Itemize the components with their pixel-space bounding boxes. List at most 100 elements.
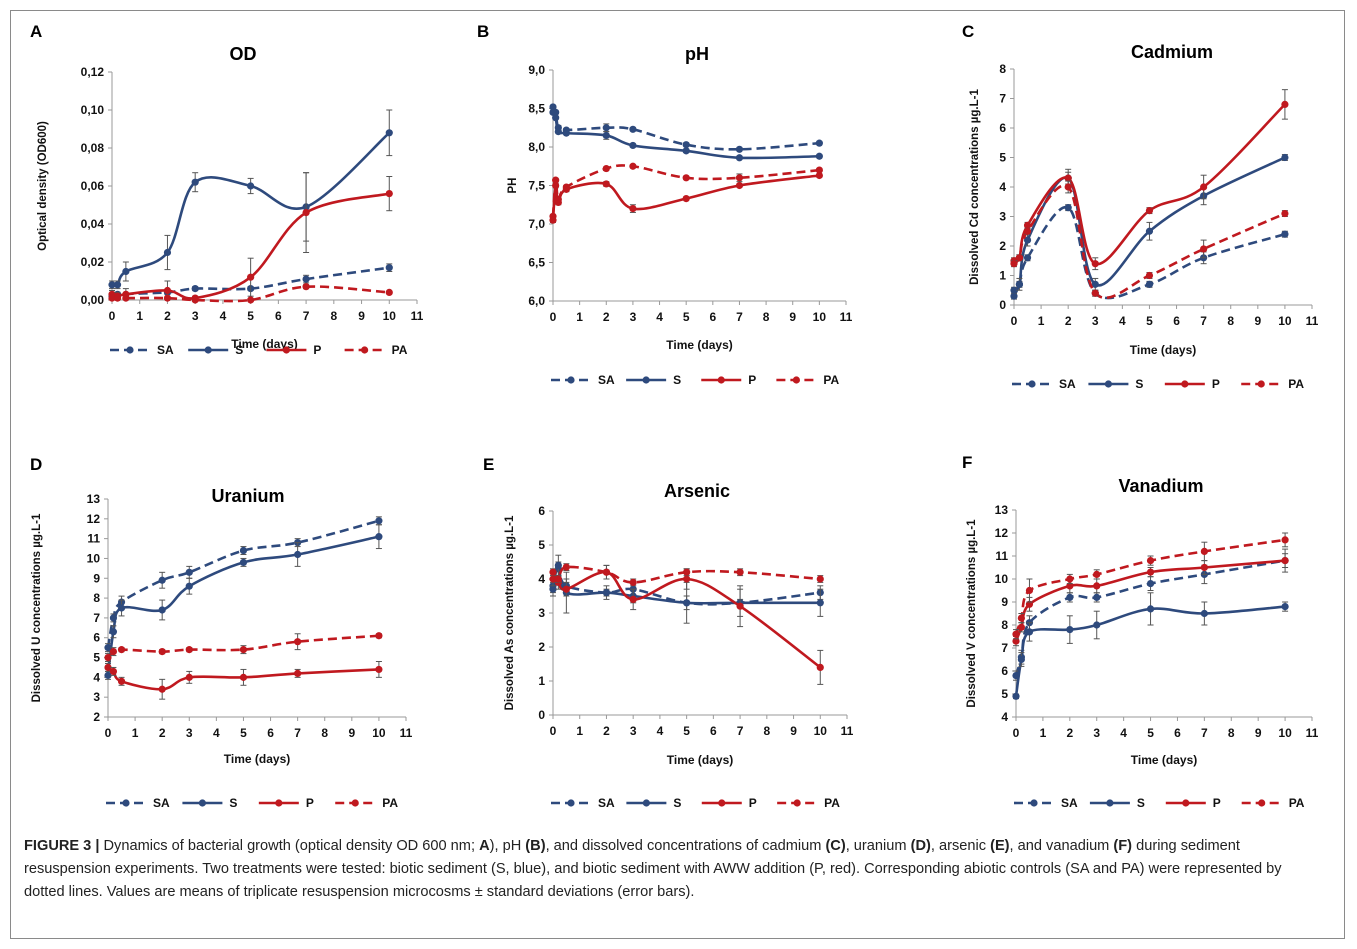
legend-marker-sa (1028, 380, 1036, 388)
y-tick-label: 7 (1001, 641, 1008, 655)
y-tick-label: 0 (538, 708, 545, 722)
data-point (682, 174, 690, 182)
chart-legend: SA S P PA (106, 796, 398, 810)
y-axis-label: Dissolved U concentrations µg.L-1 (31, 513, 43, 702)
data-point (158, 685, 166, 693)
data-point (1066, 575, 1074, 583)
x-tick-label: 3 (630, 724, 637, 738)
x-tick-label: 6 (1173, 314, 1180, 328)
data-point (163, 286, 172, 295)
legend-marker-sa (126, 346, 134, 354)
y-tick-label: 6,5 (528, 256, 545, 270)
legend-label-s: S (1137, 796, 1145, 810)
data-point (108, 294, 116, 302)
panel-a: A OD 0,00 0,02 0,04 0,06 0,08 0,10 0,12 0 1 2 3 4 5 6 7 8… (30, 22, 424, 357)
data-point (1281, 153, 1289, 162)
legend-marker-pa (1257, 380, 1265, 388)
data-point (1017, 614, 1025, 622)
y-tick-label: 6 (93, 631, 100, 645)
legend-label-pa: PA (824, 796, 840, 810)
y-tick-label: 0,08 (81, 141, 105, 155)
data-point (108, 281, 116, 289)
data-point (185, 582, 193, 590)
x-tick-label: 2 (1066, 726, 1073, 740)
legend-marker-p (1182, 799, 1190, 807)
y-tick-label: 6 (538, 504, 545, 518)
data-point (1093, 582, 1101, 590)
x-tick-label: 11 (840, 310, 853, 324)
y-axis-label: Dissolved V concentrations µg.L-1 (966, 519, 978, 708)
y-tick-label: 0,00 (81, 293, 105, 307)
series-pa (1012, 532, 1289, 640)
data-point (1091, 289, 1099, 297)
series-line (106, 535, 380, 676)
data-point (1281, 536, 1289, 544)
y-tick-label: 8 (93, 591, 100, 605)
caption-text-6: , and vanadium (1009, 838, 1114, 854)
data-point (104, 653, 112, 662)
y-tick-label: 3 (93, 690, 100, 704)
legend-label-pa: PA (823, 373, 839, 387)
data-point (815, 139, 823, 147)
y-tick-label: 12 (995, 526, 1009, 540)
legend-label-p: P (748, 373, 756, 387)
x-axis-label: Time (days) (231, 337, 297, 351)
legend-marker-s (1104, 380, 1113, 388)
legend-marker-pa (793, 799, 801, 807)
data-point (117, 604, 126, 612)
data-point (247, 296, 255, 304)
x-tick-label: 3 (192, 309, 199, 323)
data-point (552, 114, 560, 122)
data-point (1023, 227, 1032, 235)
x-tick-label: 8 (1228, 726, 1235, 740)
series-sa (549, 103, 823, 153)
legend-marker-pa (792, 376, 800, 384)
data-point (294, 550, 302, 559)
data-point (302, 283, 310, 291)
y-tick-label: 5 (538, 538, 545, 552)
y-tick-label: 2 (538, 640, 545, 654)
data-point (239, 546, 248, 555)
y-tick-label: 9,0 (528, 63, 545, 77)
x-tick-label: 0 (550, 310, 557, 324)
caption-label: FIGURE 3 | (24, 838, 100, 854)
y-tick-label: 3 (999, 210, 1006, 224)
x-tick-label: 7 (1201, 726, 1208, 740)
data-point (375, 517, 383, 525)
figure-caption: FIGURE 3 | Dynamics of bacterial growth … (24, 835, 1324, 904)
legend-label-p: P (313, 343, 321, 357)
data-point (158, 648, 166, 656)
x-tick-label: 8 (1227, 314, 1234, 328)
y-tick-label: 5 (93, 651, 100, 665)
data-point (629, 125, 637, 133)
data-point (1146, 605, 1155, 613)
series-sa (1010, 204, 1289, 300)
data-point (562, 563, 570, 571)
x-tick-label: 11 (1306, 726, 1319, 740)
data-point (1200, 183, 1208, 191)
data-point (1025, 586, 1034, 595)
data-point (549, 108, 557, 116)
data-point (1146, 568, 1155, 576)
data-point (1145, 207, 1154, 215)
y-tick-label: 0,04 (81, 217, 105, 231)
data-point (109, 667, 118, 676)
legend-label-s: S (235, 343, 243, 357)
legend-marker-p (275, 799, 283, 807)
x-tick-label: 6 (275, 309, 282, 323)
data-point (191, 296, 199, 304)
x-tick-label: 3 (186, 726, 193, 740)
data-point (1017, 623, 1025, 631)
y-tick-label: 4 (999, 180, 1006, 194)
legend-marker-s (198, 799, 207, 807)
caption-text-1: Dynamics of bacterial growth (optical de… (99, 838, 480, 854)
data-point (385, 129, 393, 137)
data-point (385, 190, 393, 198)
y-tick-label: 7,5 (528, 179, 545, 193)
y-tick-label: 8,5 (528, 102, 545, 116)
y-axis-label: Dissolved As concentrations µg.L-1 (504, 515, 516, 710)
chart-legend: SA S P PA (110, 343, 408, 357)
data-point (554, 195, 562, 203)
